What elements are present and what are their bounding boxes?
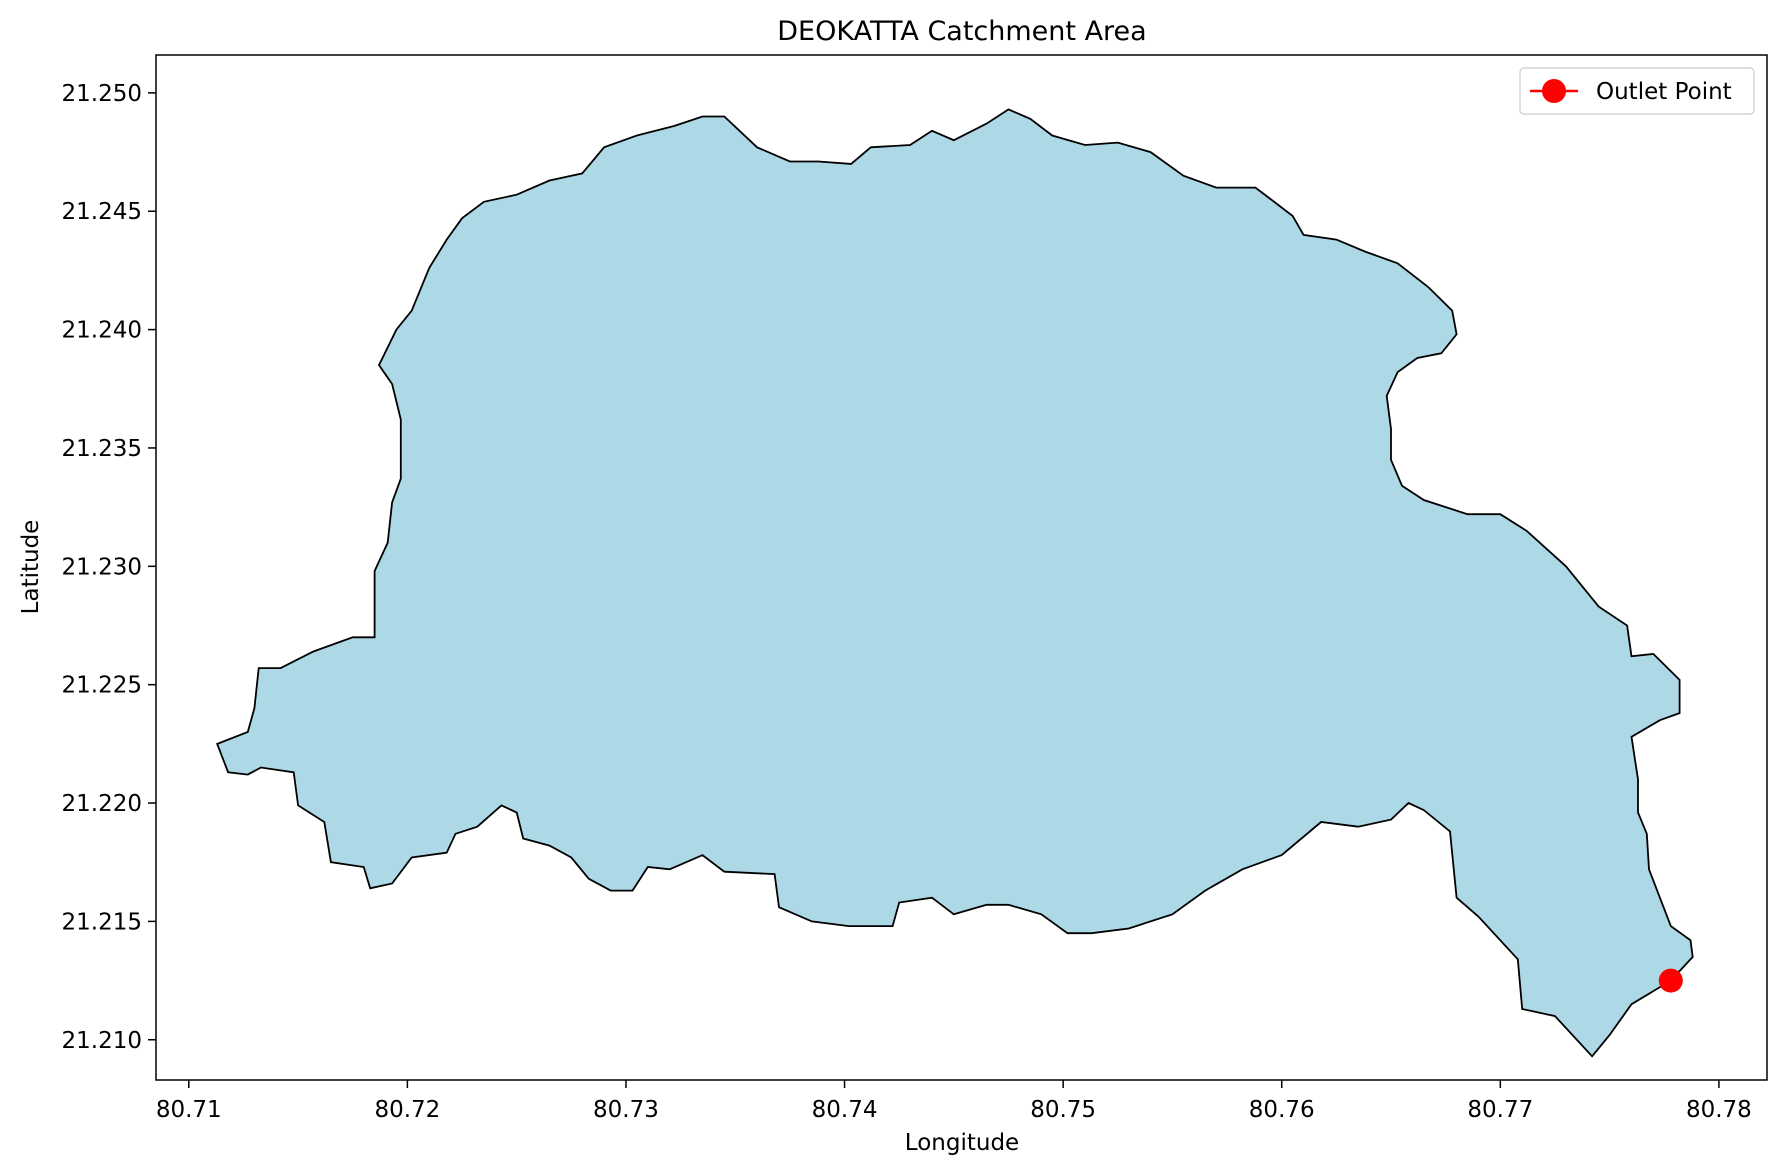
x-axis-label: Longitude (905, 1130, 1019, 1156)
legend-box (1519, 67, 1755, 115)
y-axis-label: Latitude (18, 520, 44, 615)
y-tick-label: 21.250 (62, 81, 142, 107)
y-tick-label: 21.220 (62, 791, 142, 817)
x-tick-label: 80.71 (156, 1097, 222, 1123)
y-axis-ticks: 21.210 21.215 21.220 21.225 21.230 21.235 21.2… (62, 81, 156, 1054)
y-tick-label: 21.225 (62, 673, 142, 699)
legend-marker-sample (1542, 79, 1566, 103)
x-axis-ticks: 80.71 80.72 80.73 80.74 80.75 80.76 80.77 80.78 (156, 1080, 1752, 1123)
x-tick-label: 80.78 (1686, 1097, 1752, 1123)
x-tick-label: 80.75 (1030, 1097, 1096, 1123)
y-tick-label: 21.210 (62, 1028, 142, 1054)
y-tick-label: 21.245 (62, 199, 142, 225)
outlet-point-marker (1658, 968, 1683, 993)
legend: Outlet Point (1519, 67, 1755, 115)
y-tick-label: 21.235 (62, 436, 142, 462)
x-tick-label: 80.72 (374, 1097, 440, 1123)
x-tick-label: 80.73 (593, 1097, 659, 1123)
catchment-polygon (216, 108, 1694, 1058)
legend-entry-outlet-point: Outlet Point (1596, 79, 1732, 105)
y-tick-label: 21.240 (62, 318, 142, 344)
y-tick-label: 21.215 (62, 909, 142, 935)
x-tick-label: 80.77 (1467, 1097, 1533, 1123)
x-tick-label: 80.76 (1249, 1097, 1315, 1123)
y-tick-label: 21.230 (62, 554, 142, 580)
x-tick-label: 80.74 (812, 1097, 878, 1123)
chart-title: DEOKATTA Catchment Area (777, 16, 1146, 47)
plot-frame (155, 54, 1768, 1081)
